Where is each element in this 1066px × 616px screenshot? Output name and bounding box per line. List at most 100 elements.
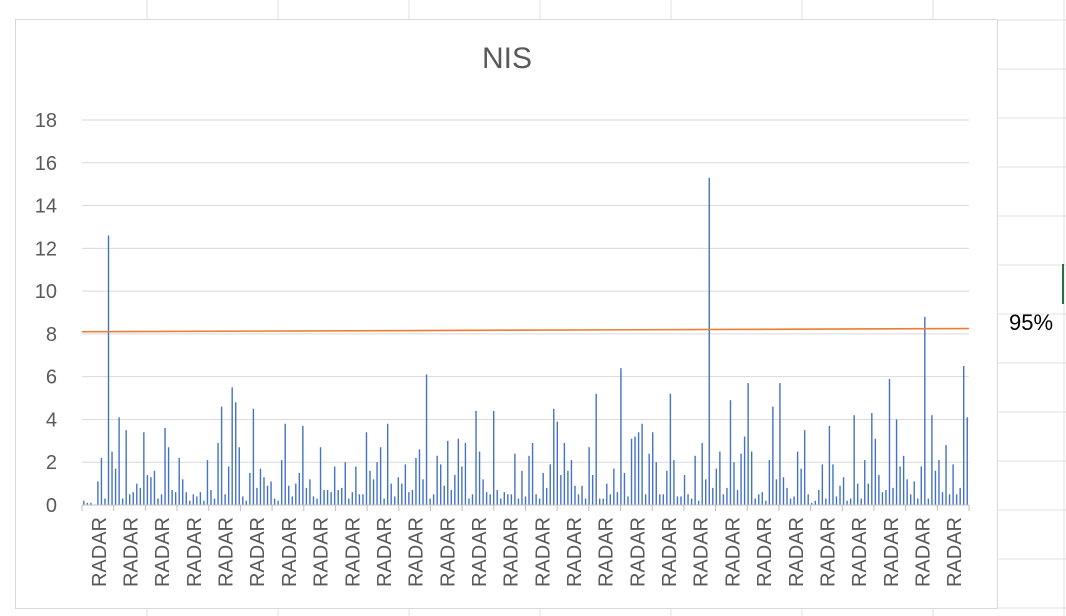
bar [305,487,308,505]
bar [231,387,233,505]
bar [182,479,184,505]
bar [892,487,894,505]
bar [666,470,668,505]
bar [422,479,424,505]
bar [588,447,590,505]
bar [680,496,682,505]
bar [252,408,255,505]
bar [227,466,230,505]
bar [842,477,845,505]
y-tick-label: 18 [35,110,57,132]
bar [634,436,636,505]
chart-area[interactable] [15,19,998,609]
bar [606,483,608,505]
bar [627,496,629,505]
bar [825,498,827,505]
bar [772,406,774,505]
bar [136,483,138,505]
bar [761,492,763,505]
bar [955,494,958,505]
bar [492,410,495,505]
bar [743,436,746,505]
x-tick-label: RADAR [501,517,523,587]
y-tick-label: 10 [35,281,57,303]
bar-series [83,177,968,505]
bar [528,455,530,505]
bar [828,425,831,505]
bar [524,496,527,505]
x-tick-label: RADAR [627,517,649,587]
bar [782,477,785,505]
bar [690,498,693,505]
bar [952,464,954,505]
bar [447,440,449,505]
x-tick-label: RADAR [944,517,966,587]
bar [319,447,322,505]
bar [924,316,926,505]
bar [167,447,170,505]
cell-95-percent-label: 95% [1009,310,1054,335]
bar [210,490,212,505]
x-tick-label: RADAR [754,517,776,587]
bar [326,490,329,505]
bar [263,477,265,505]
bar [482,479,484,505]
bar [242,496,244,505]
bar [514,453,516,505]
bar [372,479,375,505]
bar [185,492,187,505]
bar [521,470,523,505]
x-tick-label: RADAR [216,517,238,587]
bar [934,470,937,505]
bar [266,485,269,505]
y-tick-label: 0 [46,495,57,517]
bar [199,492,202,505]
bar [213,498,216,505]
x-tick-label: RADAR [881,517,903,587]
bar [302,425,304,505]
bar [379,447,382,505]
bar [856,483,859,505]
bar [662,494,665,505]
bar [641,423,643,505]
bar [758,494,760,505]
x-tick-label: RADAR [786,517,808,587]
bar [411,490,414,505]
bar [740,453,742,505]
bar [630,438,633,505]
bar [733,462,735,505]
bar [503,492,505,505]
bar [206,460,209,505]
bar [309,479,311,505]
bar [581,485,583,505]
y-tick-label: 2 [46,452,57,474]
bar [609,494,612,505]
bar [249,472,251,505]
bar [959,487,961,505]
x-tick-label: RADAR [121,517,143,587]
bar [468,498,470,505]
bar [673,460,675,505]
bar [722,494,725,505]
bar [623,472,626,505]
bar [196,496,198,505]
bar [104,498,106,505]
bar [439,464,442,505]
bar [750,451,753,505]
bar [648,453,650,505]
bar [860,498,862,505]
bar [457,438,460,505]
bar [574,485,576,505]
bar [708,177,710,505]
bar [849,498,852,505]
bar [832,464,834,505]
bar [129,494,131,505]
bar [871,413,873,505]
bar [235,402,237,505]
cell-selection-marker[interactable] [1062,264,1066,304]
bar [938,460,940,505]
bar [712,487,714,505]
bar [655,462,657,505]
bar [171,490,173,505]
bar [747,383,749,505]
